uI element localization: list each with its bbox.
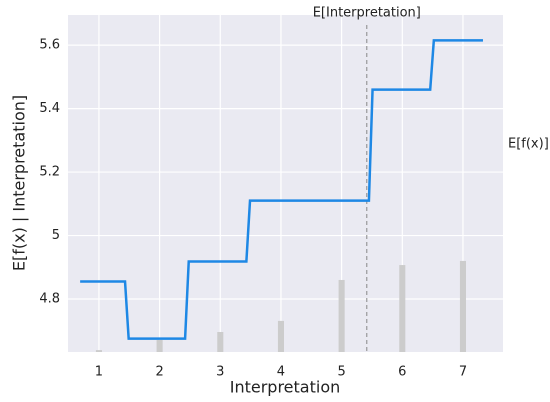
- y-axis-label: E[f(x) | Interpretation]: [10, 95, 29, 271]
- y-tick-label: 5: [52, 228, 60, 243]
- y-tick-label: 5.2: [39, 165, 60, 180]
- y-tick-label: 5.4: [39, 101, 60, 116]
- histogram-bar: [459, 260, 466, 352]
- y-tick-label: 5.6: [39, 38, 60, 53]
- plot-area: [68, 15, 503, 352]
- expected-value-label: E[f(x)]: [508, 137, 549, 152]
- x-tick-label: 3: [216, 365, 224, 380]
- histogram-bar: [217, 332, 224, 352]
- x-tick-label: 6: [398, 365, 406, 380]
- line: [80, 39, 483, 340]
- histogram-bar: [95, 350, 102, 352]
- histogram-bar: [338, 279, 345, 352]
- x-tick-label: 7: [459, 365, 467, 380]
- x-tick-label: 2: [155, 365, 163, 380]
- expected-x-label: E[Interpretation]: [313, 6, 421, 21]
- histogram-bar: [399, 265, 406, 352]
- x-tick-label: 1: [95, 365, 103, 380]
- x-tick-label: 5: [337, 365, 345, 380]
- x-axis-label: Interpretation: [230, 378, 341, 397]
- histogram-bar: [156, 339, 163, 352]
- x-tick-label: 4: [277, 365, 285, 380]
- histogram-bar: [277, 320, 284, 352]
- y-tick-label: 4.8: [39, 292, 60, 307]
